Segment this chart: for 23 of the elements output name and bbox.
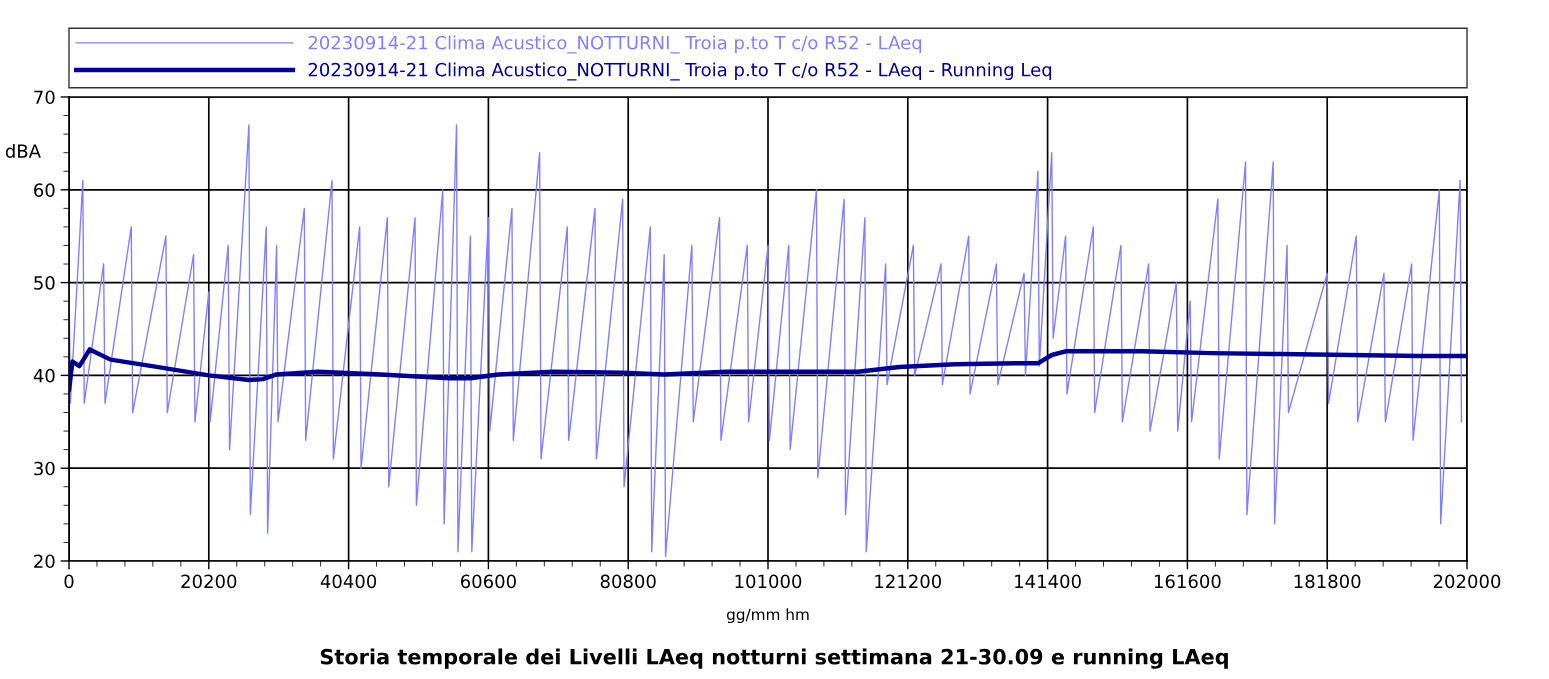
y-tick-label: 60 xyxy=(34,183,55,197)
x-tick-label: 121200 xyxy=(875,574,942,589)
x-axis-title: gg/mm hm xyxy=(726,608,809,624)
x-tick-label: 20200 xyxy=(181,574,237,589)
y-tick-label: 40 xyxy=(33,368,55,383)
text: 20230914-21 Clima Acustico_NOTTURNI_ Troia p.to T c/o R52 - LAeq - Running Leq xyxy=(308,62,1052,81)
x-tick-label: 101000 xyxy=(735,574,802,589)
y-tick-label: 50 xyxy=(34,276,55,290)
x-tick-label: 60600 xyxy=(460,574,516,589)
y-tick-label: 30 xyxy=(34,461,55,476)
x-tick-label: 80800 xyxy=(600,574,656,589)
x-tick-label: 202000 xyxy=(1433,574,1501,589)
y-tick-label: 20 xyxy=(34,554,55,569)
x-tick-label: 161600 xyxy=(1154,574,1221,589)
x-tick-label: 141400 xyxy=(1015,574,1081,589)
text: Storia temporale dei Livelli LAeq notturni settimana 21-30.09 e running LAeq xyxy=(320,648,1228,669)
x-tick-label: 181800 xyxy=(1294,574,1361,589)
x-tick-label: 0 xyxy=(64,574,74,589)
y-tick-label: 70 xyxy=(34,90,55,105)
y-axis-title: dBA xyxy=(5,143,41,158)
x-tick-label: 40400 xyxy=(320,574,377,589)
line-series xyxy=(69,124,1463,558)
text: 20230914-21 Clima Acustico_NOTTURNI_ Troia p.to T c/o R52 - LAeq xyxy=(308,35,922,54)
